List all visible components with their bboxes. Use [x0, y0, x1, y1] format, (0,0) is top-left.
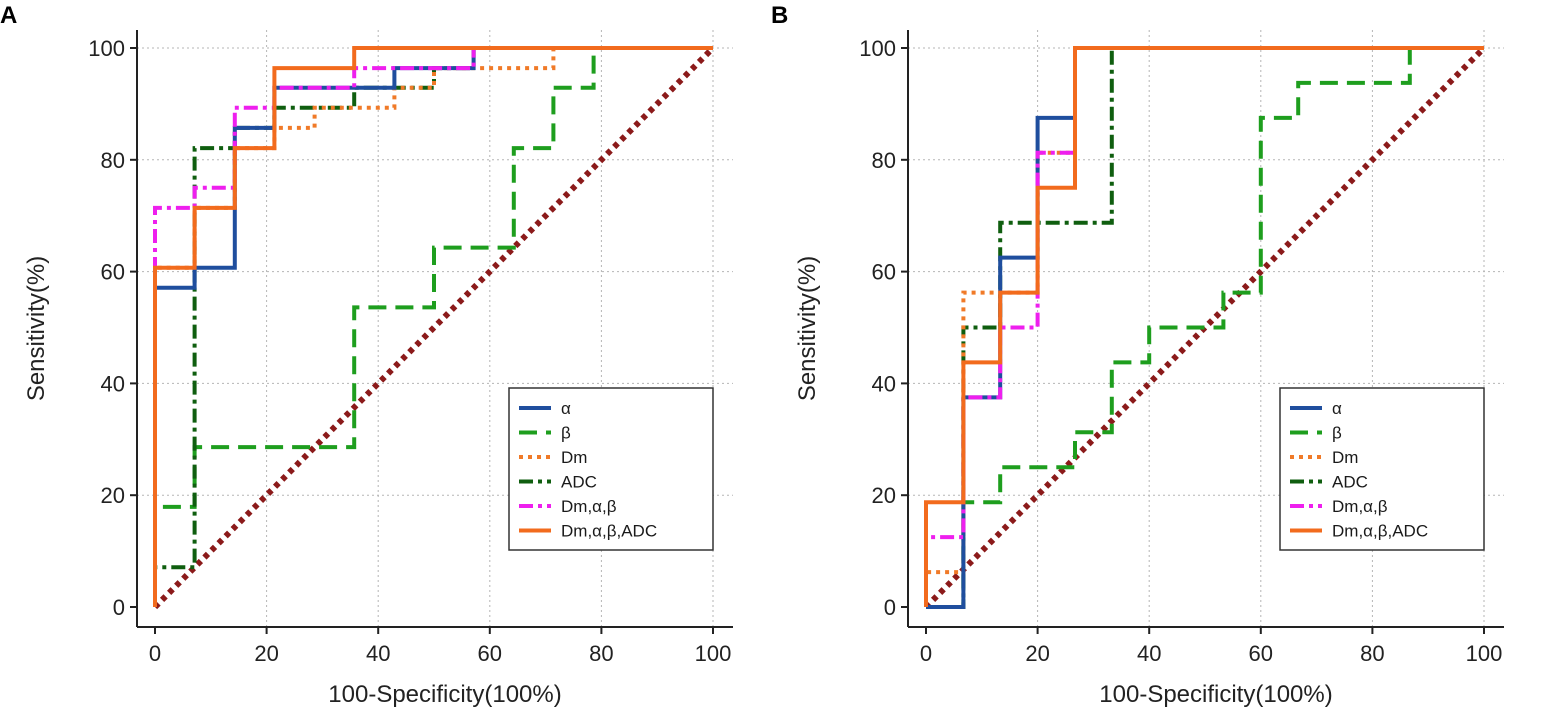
legend-label: α: [561, 399, 571, 418]
panel-label: B: [771, 2, 788, 29]
x-tick-label: 100: [695, 641, 732, 666]
legend-label: ADC: [561, 473, 597, 492]
y-axis-title: Sensitivity(%): [23, 256, 50, 401]
x-tick-label: 80: [589, 641, 613, 666]
legend-label: Dm,α,β,ADC: [561, 522, 657, 541]
y-tick-label: 40: [872, 371, 896, 396]
legend-label: Dm,α,β: [1332, 497, 1388, 516]
y-tick-label: 0: [113, 595, 125, 620]
roc-chart-b: B 0 20 40 60 80 100 0 20 40 60 80 100 100-Specificity…: [771, 2, 1504, 708]
x-tick-label: 40: [1137, 641, 1161, 666]
x-tick-label: 40: [366, 641, 390, 666]
x-tick-label: 60: [478, 641, 502, 666]
legend-label: Dm,α,β: [561, 497, 617, 516]
y-tick-label: 100: [859, 36, 896, 61]
y-tick-label: 20: [101, 483, 125, 508]
roc-panel-a: A 0 20 40 60 80 100 0 20 40 60 80 100 100-Specificity…: [0, 2, 733, 708]
legend-label: β: [1332, 424, 1342, 443]
y-axis-title: Sensitivity(%): [794, 256, 821, 401]
legend-label: α: [1332, 399, 1342, 418]
reference-diagonal-line: [923, 45, 1487, 610]
legend-label: ADC: [1332, 473, 1368, 492]
x-axis-title: 100-Specificity(100%): [1099, 681, 1332, 708]
roc-chart-a: A 0 20 40 60 80 100 0 20 40 60 80 100 100-Specificity…: [0, 2, 733, 708]
y-tick-label: 80: [101, 148, 125, 173]
x-tick-label: 20: [1025, 641, 1049, 666]
y-tick-label: 20: [872, 483, 896, 508]
y-tick-label: 80: [872, 148, 896, 173]
y-tick-label: 40: [101, 371, 125, 396]
series-line-beta: [153, 46, 713, 607]
series-line-dm-alpha-beta-adc: [153, 46, 713, 607]
y-tick-label: 60: [872, 260, 896, 285]
x-tick-label: 80: [1360, 641, 1384, 666]
legend: αβ Dm ADC Dm,α,β Dm,α,β,ADC: [508, 387, 714, 551]
legend-box: [1279, 387, 1485, 551]
series-lines: [152, 45, 716, 610]
x-tick-label: 100: [1466, 641, 1503, 666]
legend-box: [508, 387, 714, 551]
series-line-dm-alpha-beta-adc: [924, 46, 1484, 607]
legend-label: Dm,α,β,ADC: [1332, 522, 1428, 541]
reference-diagonal-line: [152, 45, 716, 610]
x-tick-label: 0: [920, 641, 932, 666]
x-tick-label: 0: [149, 641, 161, 666]
legend: αβ Dm ADC Dm,α,β Dm,α,β,ADC: [1279, 387, 1485, 551]
x-tick-label: 20: [254, 641, 278, 666]
roc-panel-b: B 0 20 40 60 80 100 0 20 40 60 80 100 100-Specificity…: [771, 0, 1542, 722]
y-tick-label: 100: [88, 36, 125, 61]
x-axis-title: 100-Specificity(100%): [328, 681, 561, 708]
legend-label: Dm: [1332, 448, 1358, 467]
legend-label: β: [561, 424, 571, 443]
panel-label: A: [0, 2, 17, 29]
y-tick-label: 60: [101, 260, 125, 285]
x-tick-label: 60: [1249, 641, 1273, 666]
y-tick-label: 0: [884, 595, 896, 620]
legend-label: Dm: [561, 448, 587, 467]
series-lines: [923, 45, 1487, 610]
